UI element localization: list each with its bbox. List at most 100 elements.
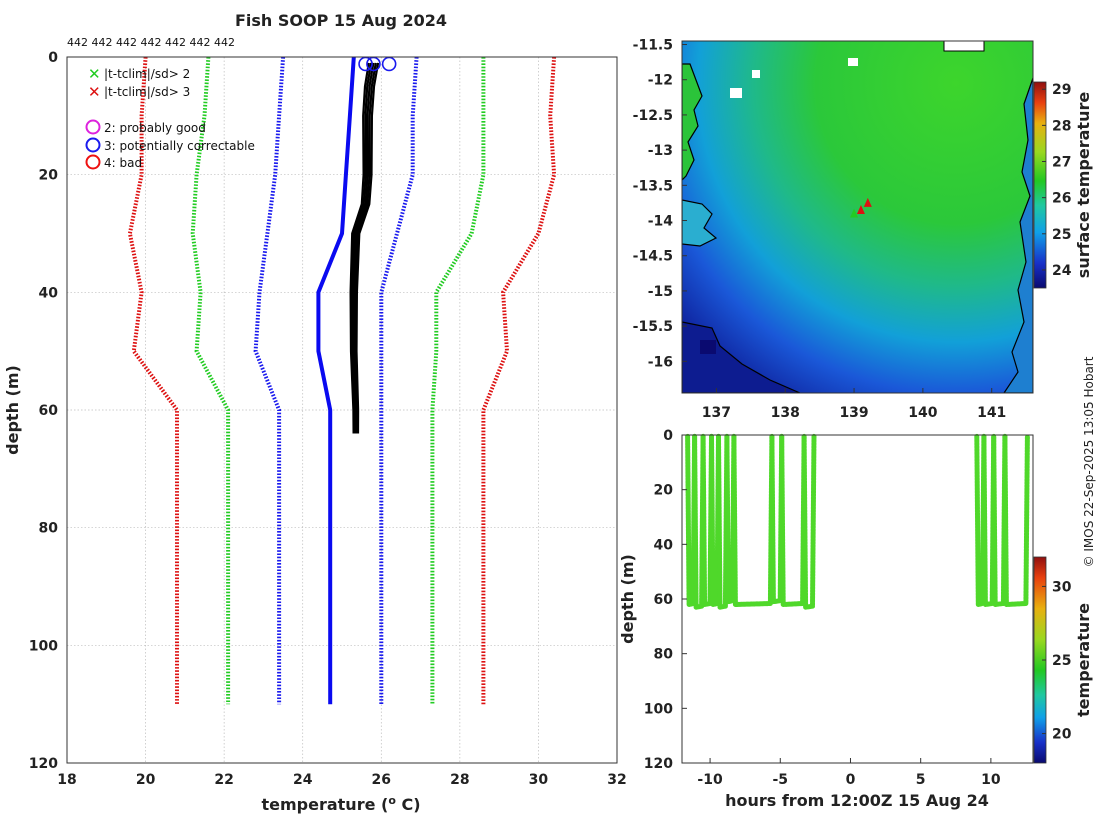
legend-item-flag3sd: ✕ |t-tclim|/sd> 3: [88, 83, 190, 101]
climatology-1sd-line: [379, 57, 419, 705]
profile-axes-box: [66, 56, 618, 764]
cloud-patch: [848, 58, 858, 66]
flag-3-marker: [381, 56, 397, 72]
legend-label: 3: potentially correctable: [104, 139, 255, 153]
cast-trace: [731, 433, 775, 607]
legend-item-potentially-correctable: 3: potentially correctable: [85, 137, 255, 153]
track-marker: [856, 204, 865, 214]
track-marker: [863, 197, 872, 207]
cloud-patch: [730, 88, 742, 98]
colorbar-tick-label: 28: [1052, 118, 1071, 134]
y-tick-label: 120: [29, 756, 58, 772]
y-tick-label: 20: [39, 168, 59, 184]
section-xlabel: hours from 12:00Z 15 Aug 24: [725, 791, 989, 810]
profile-ticks: 18 20 22 24 26 28 30 32 0 20 40 60 80 100 120: [29, 50, 627, 788]
section-y-tick-label: 100: [644, 701, 673, 717]
coast-east: [1003, 77, 1033, 393]
figure-title: Fish SOOP 15 Aug 2024: [235, 11, 447, 30]
section-y-tick-label: 0: [663, 428, 673, 444]
section-y-tick-label: 60: [654, 592, 674, 608]
temperature-colorbar-label: temperature: [1074, 603, 1093, 717]
x-tick-label: 32: [607, 772, 626, 788]
map-y-tick-label: -11.5: [633, 38, 673, 54]
section-y-tick-label: 80: [654, 647, 674, 663]
section-x-tick-label: -10: [697, 772, 723, 788]
map-ticks: 137 138 139 140 141 -11.5 -12 -12.5 -13 -13.5 -14 -…: [633, 38, 1007, 421]
temperature-colorbar-ticks: 30 25 20: [1042, 579, 1072, 743]
x-tick-label: 30: [529, 772, 549, 788]
x-tick-label: 22: [214, 772, 233, 788]
y-tick-label: 40: [39, 285, 59, 301]
x-tick-label: 26: [372, 772, 391, 788]
colorbar-tick-label: 27: [1052, 155, 1071, 171]
climatology-3sd-line: [127, 57, 179, 705]
section-x-tick-label: 10: [981, 772, 1001, 788]
profile-counts-label: 442 442 442 442 442 442 442: [67, 36, 235, 49]
section-y-tick-label: 40: [654, 537, 674, 553]
section-x-tick-label: -5: [772, 772, 788, 788]
legend-item-bad: 4: bad: [85, 154, 142, 170]
x-tick-label: 20: [136, 772, 156, 788]
cast-trace: [801, 433, 817, 610]
legend-label: |t-tclim|/sd> 2: [104, 67, 190, 81]
map-y-tick-label: -12: [648, 73, 673, 89]
x-tick-label: 24: [293, 772, 313, 788]
map-x-tick-label: 141: [977, 405, 1006, 421]
map-y-tick-label: -14: [648, 214, 674, 230]
legend-label: 4: bad: [104, 156, 142, 170]
coast-west-island: [682, 199, 718, 247]
map-x-tick-label: 140: [908, 405, 937, 421]
colorbar-tick-label: 30: [1052, 579, 1072, 595]
colorbar-tick-label: 25: [1052, 227, 1071, 243]
legend-item-probably-good: 2: probably good: [85, 119, 206, 135]
climatology-mean-line: [316, 57, 356, 705]
colorbar-tick-label: 25: [1052, 653, 1071, 669]
map-x-tick-label: 138: [771, 405, 800, 421]
climatology-2sd-line: [430, 57, 486, 705]
profile-ylabel: depth (m): [3, 365, 22, 455]
colorbar-tick-label: 20: [1052, 727, 1072, 743]
coastlines: [682, 41, 1033, 393]
track-marker: [850, 208, 859, 218]
section-casts: [685, 433, 1030, 610]
surface-colorbar-gradient: [1033, 81, 1047, 289]
observed-profile-line: [355, 62, 380, 434]
y-tick-label: 100: [29, 638, 58, 654]
map-y-tick-label: -15.5: [633, 319, 673, 335]
cast-trace: [779, 433, 807, 607]
section-y-tick-label: 120: [644, 756, 673, 772]
temperature-colorbar: 30 25 20 temperature: [1033, 556, 1093, 764]
map-y-tick-label: -14.5: [633, 249, 673, 265]
climatology-3sd-line: [481, 57, 557, 705]
colorbar-tick-label: 29: [1052, 82, 1071, 98]
red-x-icon: ✕: [88, 83, 101, 101]
climatology-2sd-line: [190, 57, 231, 705]
map-y-tick-label: -15: [648, 284, 673, 300]
profile-legend: ✕ |t-tclim|/sd> 2 ✕ |t-tclim|/sd> 3 2: p…: [85, 65, 255, 170]
surface-colorbar-label: surface temperature: [1074, 92, 1093, 279]
magenta-circle-icon: [85, 119, 101, 135]
section-y-tick-label: 20: [654, 483, 674, 499]
section-x-tick-label: 5: [916, 772, 926, 788]
observed-profile-line: [349, 62, 370, 434]
green-x-icon: ✕: [88, 65, 101, 83]
section-ylabel: depth (m): [618, 554, 637, 644]
cloud-patch: [943, 41, 985, 52]
map-y-tick-label: -16: [648, 354, 673, 370]
credit-text: © IMOS 22-Sep-2025 13:05 Hobart: [1082, 356, 1096, 567]
y-tick-label: 80: [39, 521, 59, 537]
colorbar-tick-label: 26: [1052, 191, 1071, 207]
surface-colorbar: 29 28 27 26 25 24 surface temperature: [1033, 81, 1093, 289]
observed-profile-line: [354, 62, 377, 434]
legend-label: 2: probably good: [104, 121, 206, 135]
blue-circle-icon: [85, 137, 101, 153]
y-tick-label: 0: [48, 50, 58, 66]
sst-map: 137 138 139 140 141 -11.5 -12 -12.5 -13 -13.5 -14 -…: [633, 38, 1034, 421]
coast-west: [682, 63, 703, 181]
x-tick-label: 18: [57, 772, 76, 788]
section-x-tick-label: 0: [846, 772, 856, 788]
legend-item-flag2sd: ✕ |t-tclim|/sd> 2: [88, 65, 190, 83]
